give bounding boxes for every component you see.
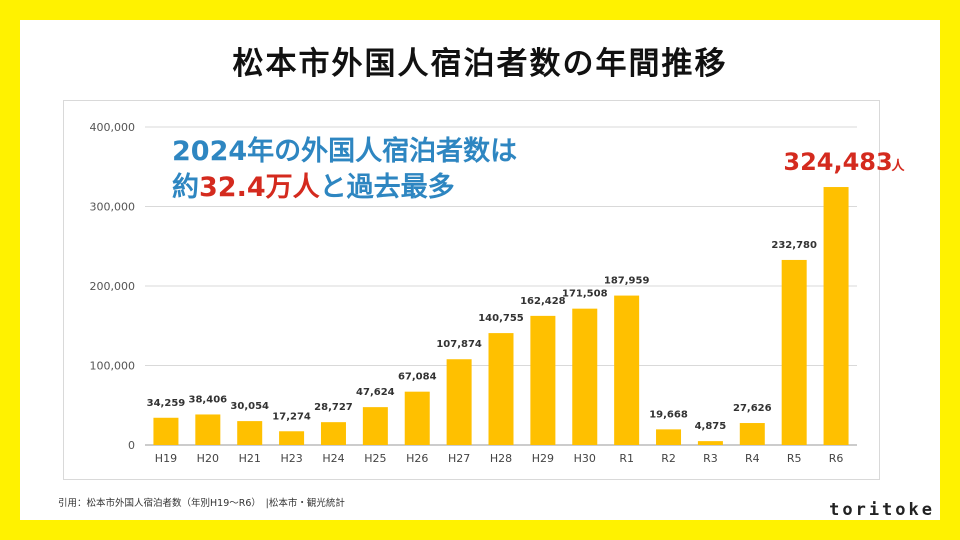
data-label: 47,624 bbox=[356, 387, 395, 398]
data-label: 38,406 bbox=[189, 394, 228, 405]
bar bbox=[195, 414, 221, 445]
page-title: 松本市外国人宿泊者数の年間推移 bbox=[232, 46, 728, 82]
headline-line-1: 2024年の外国人宿泊者数は bbox=[172, 136, 518, 167]
x-tick-label: R4 bbox=[745, 452, 760, 465]
bar bbox=[237, 421, 263, 445]
data-label: 162,428 bbox=[520, 296, 566, 307]
data-label: 17,274 bbox=[272, 411, 311, 422]
bar bbox=[279, 431, 305, 445]
citation: 引用：松本市外国人宿泊者数（年別H19〜R6） |松本市・観光統計 bbox=[58, 498, 345, 509]
data-label: 4,875 bbox=[695, 421, 727, 432]
headline-highlight: 32.4万人 bbox=[199, 172, 320, 203]
bar bbox=[404, 391, 430, 445]
y-tick-label: 0 bbox=[128, 439, 135, 452]
data-label: 140,755 bbox=[478, 313, 524, 324]
headline-suffix: と過去最多 bbox=[319, 172, 455, 203]
data-label-highlight: 324,483 bbox=[783, 148, 892, 176]
x-tick-label: H23 bbox=[280, 452, 302, 465]
data-label: 19,668 bbox=[649, 409, 688, 420]
bar bbox=[153, 417, 179, 445]
bar bbox=[362, 407, 388, 445]
brand-logo-text: toritoke bbox=[829, 500, 935, 520]
bar bbox=[656, 429, 682, 445]
x-tick-label: R5 bbox=[787, 452, 802, 465]
y-tick-label: 400,000 bbox=[90, 121, 136, 134]
x-tick-label: H25 bbox=[364, 452, 386, 465]
headline-line-2: 約32.4万人と過去最多 bbox=[172, 170, 517, 206]
bar bbox=[739, 423, 765, 445]
data-label: 232,780 bbox=[771, 240, 817, 251]
x-tick-label: H19 bbox=[155, 452, 177, 465]
bar bbox=[572, 308, 598, 445]
x-tick-label: R2 bbox=[661, 452, 676, 465]
data-label: 27,626 bbox=[733, 403, 772, 414]
x-tick-label: H30 bbox=[574, 452, 596, 465]
x-tick-label: H24 bbox=[322, 452, 344, 465]
data-label-unit: 人 bbox=[892, 158, 906, 174]
bar bbox=[614, 295, 640, 445]
x-tick-label: H29 bbox=[532, 452, 554, 465]
headline-prefix: 約 bbox=[172, 172, 199, 203]
bar bbox=[823, 187, 849, 445]
data-label: 171,508 bbox=[562, 289, 608, 300]
bar bbox=[697, 441, 723, 445]
x-tick-label: H21 bbox=[239, 452, 261, 465]
data-label: 28,727 bbox=[314, 402, 353, 413]
bar bbox=[320, 422, 346, 445]
data-label: 34,259 bbox=[147, 398, 186, 409]
y-tick-label: 300,000 bbox=[90, 201, 136, 214]
x-tick-label: R3 bbox=[703, 452, 718, 465]
bar bbox=[530, 315, 556, 445]
data-label: 30,054 bbox=[230, 401, 269, 412]
data-label: 67,084 bbox=[398, 372, 437, 383]
x-tick-label: H20 bbox=[197, 452, 219, 465]
bar bbox=[446, 359, 472, 445]
x-tick-label: H26 bbox=[406, 452, 428, 465]
bar bbox=[488, 333, 514, 445]
y-tick-label: 200,000 bbox=[90, 280, 136, 293]
bar bbox=[781, 259, 807, 445]
data-label: 107,874 bbox=[436, 339, 482, 350]
x-tick-label: H27 bbox=[448, 452, 470, 465]
x-tick-label: R1 bbox=[619, 452, 634, 465]
x-tick-label: H28 bbox=[490, 452, 512, 465]
data-label: 187,959 bbox=[604, 276, 650, 287]
y-tick-label: 100,000 bbox=[90, 360, 136, 373]
headline: 2024年の外国人宿泊者数は 約32.4万人と過去最多 bbox=[172, 134, 517, 206]
x-tick-label: R6 bbox=[829, 452, 844, 465]
